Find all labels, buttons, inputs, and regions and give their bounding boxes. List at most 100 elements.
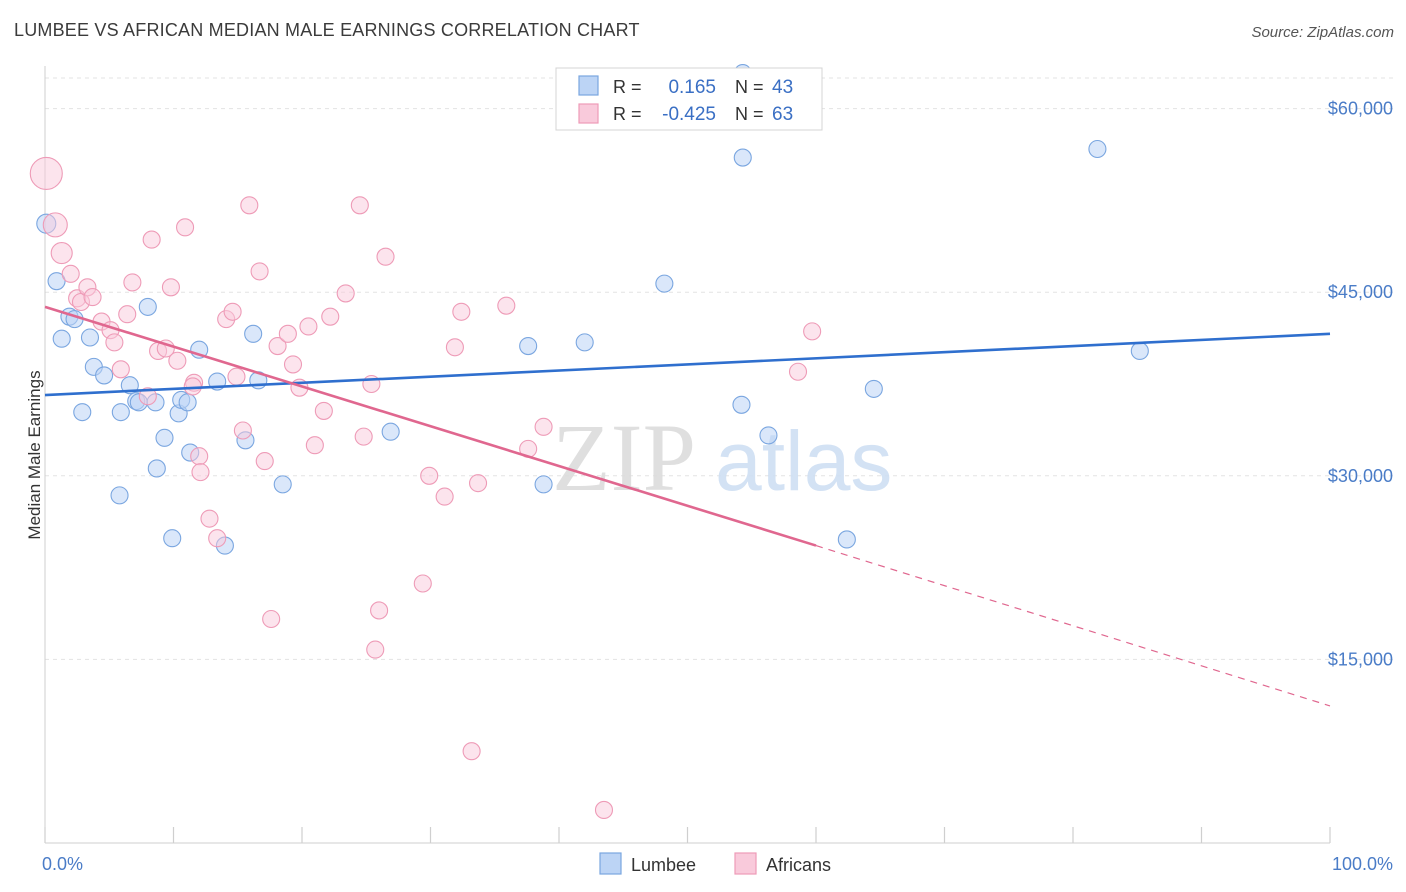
bottom-lumbee-swatch [599, 852, 622, 875]
africans-point [594, 800, 614, 820]
africans-r-value: -0.425 [662, 104, 716, 125]
lumbee-point [147, 459, 166, 478]
lumbee-point [732, 395, 751, 414]
africans-trend-line [44, 305, 817, 547]
lumbee-n-label: N = [735, 77, 764, 97]
africans-point [413, 574, 432, 593]
africans-point [497, 296, 516, 315]
africans-point [250, 262, 269, 281]
africans-point [111, 360, 130, 379]
x-tick-label-end: 100.0% [1332, 854, 1393, 874]
lumbee-point [138, 297, 157, 316]
africans-point [376, 247, 395, 266]
africans-point [420, 466, 439, 485]
africans-point [142, 230, 161, 249]
africans-point [240, 196, 259, 215]
africans-point [452, 302, 471, 321]
lumbee-point [52, 329, 71, 348]
africans-point [350, 196, 369, 215]
africans-point [283, 355, 303, 374]
lumbee-point [95, 366, 114, 385]
y-tick-label: $60,000 [1328, 99, 1393, 119]
bottom-legend-lumbee: Lumbee [631, 855, 696, 875]
africans-point [305, 436, 324, 455]
x-tick-labels: 0.0% 100.0% [42, 854, 1393, 874]
africans-point [255, 452, 274, 471]
africans-point [42, 212, 68, 238]
africans-point [138, 387, 157, 406]
africans-point [50, 241, 73, 265]
bottom-legend-africans: Africans [766, 855, 831, 875]
africans-n-value: 63 [772, 104, 793, 125]
africans-point [534, 417, 553, 436]
africans-point [788, 362, 808, 381]
africans-point [321, 307, 340, 326]
africans-point [200, 509, 219, 528]
lumbee-point [47, 272, 66, 291]
lumbee-r-value: 0.165 [668, 77, 716, 98]
lumbee-trend-line [44, 332, 1331, 397]
africans-point [223, 302, 242, 321]
africans-point [105, 333, 124, 352]
africans-point [227, 367, 246, 386]
chart-source: Source: ZipAtlas.com [1251, 24, 1394, 41]
africans-point [445, 338, 464, 357]
trend-lines [44, 305, 1331, 707]
africans-point [208, 529, 227, 548]
lumbee-point [110, 486, 129, 505]
africans-point [299, 317, 318, 336]
africans-point [366, 640, 385, 659]
y-tick-label: $45,000 [1328, 282, 1393, 302]
africans-point [176, 218, 195, 237]
africans-point [190, 447, 209, 466]
lumbee-point [381, 422, 400, 441]
lumbee-point [1130, 341, 1149, 361]
y-tick-label: $30,000 [1328, 466, 1393, 486]
bottom-africans-swatch [734, 852, 757, 875]
africans-r-label: R = [613, 104, 642, 124]
watermark: ZIP atlas [552, 404, 892, 511]
africans-points [29, 156, 822, 820]
africans-point [233, 421, 252, 440]
lumbee-r-label: R = [613, 77, 642, 97]
lumbee-point [837, 530, 856, 549]
lumbee-point [1088, 139, 1107, 159]
watermark-zip: ZIP [552, 404, 696, 511]
lumbee-point [178, 393, 197, 412]
y-tick-label: $15,000 [1328, 649, 1393, 669]
africans-point [191, 463, 210, 482]
africans-point [370, 601, 389, 620]
africans-point [168, 351, 187, 370]
lumbee-point [163, 529, 182, 548]
africans-point [435, 487, 454, 506]
africans-point [29, 156, 63, 191]
africans-trend-extension [815, 544, 1331, 707]
africans-point [118, 305, 137, 324]
watermark-atlas: atlas [715, 414, 892, 508]
africans-point [354, 427, 373, 446]
y-tick-labels: $15,000 $30,000 $45,000 $60,000 [1328, 99, 1393, 670]
lumbee-point [244, 324, 263, 343]
lumbee-point [534, 475, 553, 494]
africans-point [61, 264, 80, 283]
stats-legend: R = 0.165 N = 43 R = -0.425 N = 63 [555, 67, 823, 131]
x-tick-label-start: 0.0% [42, 854, 83, 874]
africans-point [468, 474, 488, 493]
africans-point [161, 278, 180, 297]
africans-point [314, 401, 333, 420]
africans-point [123, 273, 142, 292]
lumbee-point [655, 274, 674, 293]
africans-point [83, 288, 102, 307]
lumbee-point [273, 475, 292, 494]
lumbee-point [111, 403, 130, 422]
africans-point [336, 284, 355, 303]
chart-title: LUMBEE VS AFRICAN MEDIAN MALE EARNINGS C… [14, 20, 640, 40]
lumbee-n-value: 43 [772, 77, 793, 98]
africans-point [278, 324, 297, 343]
lumbee-point [155, 428, 174, 447]
lumbee-swatch [578, 75, 599, 96]
africans-point [268, 337, 287, 356]
africans-point [803, 322, 822, 341]
africans-point [262, 609, 281, 629]
lumbee-point [519, 337, 538, 356]
